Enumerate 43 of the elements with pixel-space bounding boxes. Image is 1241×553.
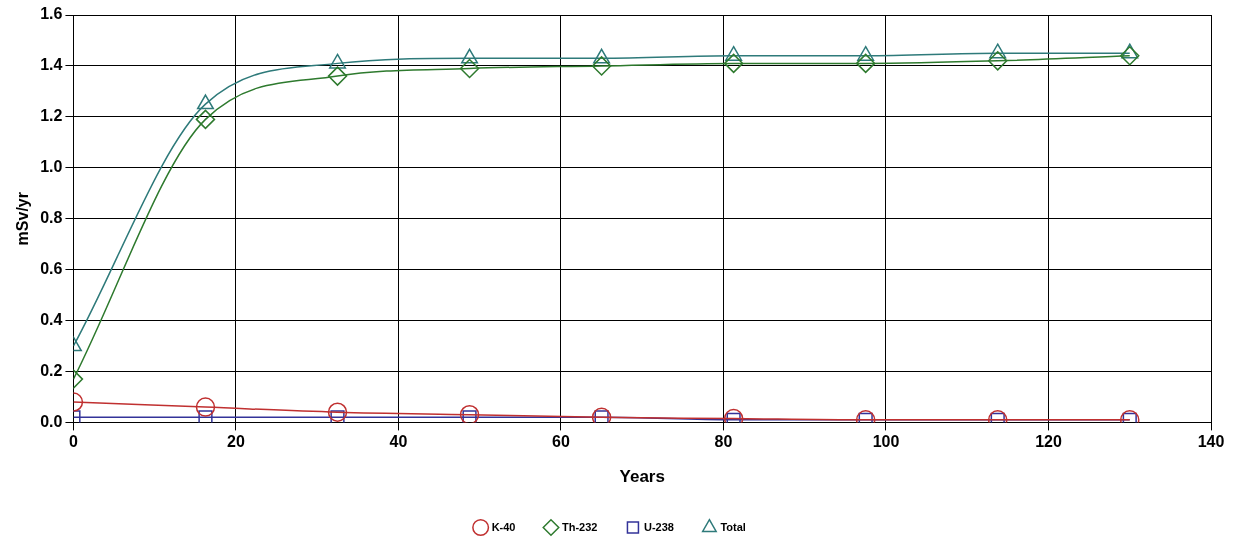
x-tick-label: 140 (1197, 433, 1225, 451)
point (327, 66, 348, 86)
x-tick-label: 100 (872, 433, 900, 451)
y-tick-label: 1.2 (40, 107, 63, 125)
y-tick-label: 1.6 (40, 5, 63, 23)
point (327, 402, 348, 422)
x-tick-label: 80 (714, 433, 733, 451)
y-tick-label: 0.0 (40, 412, 63, 430)
legend-label: Th-232 (561, 520, 598, 533)
y-tick-label: 1.0 (40, 158, 63, 176)
point (857, 45, 875, 61)
x-axis-title: Years (619, 467, 665, 487)
point (989, 43, 1007, 59)
legend-label: K-40 (491, 520, 516, 533)
point (461, 48, 479, 64)
point (459, 405, 480, 423)
x-tick-label: 0 (68, 433, 78, 451)
point (198, 410, 213, 423)
x-tick-label: 20 (227, 433, 245, 451)
y-axis-title: mSv/yr (14, 192, 32, 246)
y-tick-label: 0.6 (40, 260, 63, 278)
point (723, 53, 744, 74)
y-tick-label: 0.8 (40, 209, 63, 227)
point (593, 48, 611, 64)
point (855, 53, 876, 74)
legend-label: Total (720, 520, 746, 533)
point (987, 51, 1008, 71)
y-tick-label: 0.4 (40, 310, 63, 328)
point (1121, 43, 1139, 59)
y-tick-label: 0.2 (40, 361, 63, 379)
y-tick-label: 1.4 (40, 56, 63, 74)
point (1120, 45, 1140, 66)
point (328, 53, 347, 69)
point (196, 94, 215, 110)
x-tick-label: 40 (389, 433, 408, 451)
point (591, 56, 612, 76)
point (725, 45, 743, 61)
point (195, 397, 216, 417)
point (459, 58, 480, 79)
x-tick-label: 120 (1035, 433, 1062, 451)
x-tick-label: 60 (552, 433, 570, 451)
point (195, 109, 216, 130)
legend-label: U-238 (643, 520, 674, 533)
